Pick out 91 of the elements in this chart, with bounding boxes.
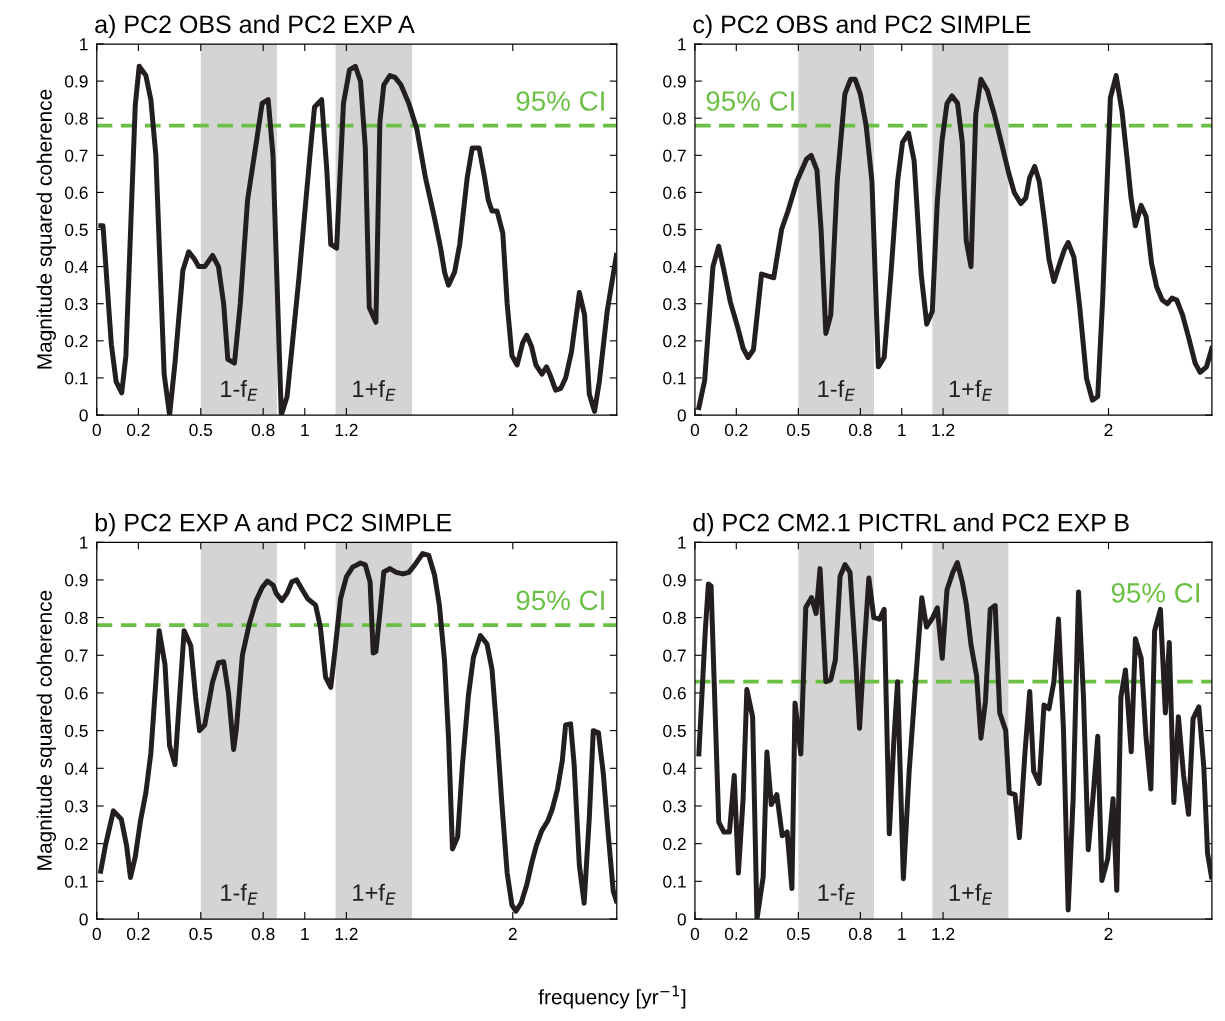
y-tick-label: 1 — [678, 536, 686, 549]
y-tick-label: 1 — [80, 536, 88, 549]
x-tick-label: 1.2 — [335, 927, 358, 940]
x-tick-label: 1 — [898, 424, 906, 436]
y-tick-label: 0.1 — [64, 372, 88, 385]
y-tick-label: 0.4 — [663, 260, 687, 274]
y-tick-label: 0.1 — [663, 875, 686, 888]
y-tick-label: 0.2 — [663, 335, 686, 348]
band-label: 1+f$_{E}$ — [949, 379, 993, 401]
x-tick-label: 0.8 — [251, 927, 275, 941]
y-tick-label: 0.7 — [663, 649, 686, 662]
y-tick-label: 0.2 — [663, 837, 686, 851]
y-axis-title: Magnitude squared coherence — [36, 590, 56, 870]
chart-title: b) PC2 EXP A and PC2 SIMPLE — [95, 513, 452, 537]
y-tick-label: 0.9 — [64, 574, 88, 587]
y-tick-label: 0.8 — [663, 611, 686, 625]
ref-line-label: 95% CI — [516, 590, 604, 611]
x-tick-label: 0.5 — [786, 423, 810, 437]
x-tick-label: 0.2 — [126, 423, 150, 437]
y-tick-label: 0.7 — [64, 649, 88, 662]
y-tick-label: 0.6 — [663, 687, 686, 700]
y-tick-label: 0.2 — [64, 335, 88, 348]
band-label: 1-f$_{E}$ — [221, 883, 258, 905]
x-tick-label: 1 — [301, 424, 309, 436]
y-tick-label: 0.7 — [64, 149, 88, 162]
band-label: 1+f$_{E}$ — [353, 883, 396, 905]
y-tick-label: 1 — [678, 38, 686, 51]
ref-line-label: 95% CI — [706, 91, 794, 111]
y-tick-label: 0.4 — [663, 762, 687, 775]
x-tick-label: 1 — [898, 927, 906, 940]
y-tick-label: 0.6 — [663, 186, 686, 199]
x-tick-label: 0.2 — [724, 423, 748, 437]
y-tick-label: 0.4 — [64, 762, 88, 775]
x-tick-label: 2 — [508, 927, 517, 940]
x-tick-label: 1.2 — [335, 423, 358, 436]
x-tick-label: 0.5 — [189, 423, 213, 437]
x-tick-label: 1.2 — [932, 423, 955, 436]
x-tick-label: 1.2 — [932, 927, 955, 940]
x-tick-label: 0.5 — [786, 927, 810, 941]
y-tick-label: 0 — [677, 409, 686, 422]
y-tick-label: 0.1 — [64, 875, 88, 888]
y-tick-label: 0.1 — [663, 372, 686, 385]
x-tick-label: 0.8 — [848, 423, 872, 437]
x-tick-label: 0.2 — [724, 927, 748, 941]
chart-title: d) PC2 CM2.1 PICTRL and PC2 EXP B — [693, 513, 1129, 537]
y-tick-label: 0.5 — [663, 223, 686, 236]
y-tick-label: 0.3 — [64, 297, 88, 311]
x-tick-label: 0 — [690, 423, 700, 437]
x-tick-label: 0.8 — [848, 927, 872, 941]
ref-line-label: 95% CI — [516, 91, 604, 111]
y-tick-label: 0.7 — [663, 149, 686, 162]
y-tick-label: 0.6 — [64, 186, 88, 199]
y-tick-label: 0.6 — [64, 687, 88, 700]
x-tick-label: 0 — [92, 423, 101, 437]
y-tick-label: 0.8 — [663, 112, 686, 125]
x-tick-label: 0.5 — [189, 927, 213, 941]
y-tick-label: 0.2 — [64, 837, 88, 851]
y-tick-label: 0.9 — [663, 75, 686, 88]
y-tick-label: 0.5 — [64, 724, 88, 738]
band-label: 1-f$_{E}$ — [221, 379, 258, 401]
y-tick-label: 0.9 — [64, 75, 88, 88]
y-tick-label: 1 — [80, 38, 88, 51]
x-tick-label: 0 — [92, 927, 101, 941]
y-axis-title: Magnitude squared coherence — [36, 89, 56, 369]
y-tick-label: 0.5 — [663, 724, 686, 738]
x-tick-label: 1 — [301, 927, 309, 940]
x-tick-label: 2 — [1104, 423, 1113, 436]
x-tick-label: 2 — [508, 423, 517, 436]
x-tick-label: 0 — [690, 927, 700, 941]
band-label: 1+f$_{E}$ — [949, 883, 993, 905]
y-tick-label: 0.8 — [64, 112, 88, 125]
x-tick-label: 0.8 — [251, 423, 275, 437]
chart-title: c) PC2 OBS and PC2 SIMPLE — [693, 14, 1031, 39]
y-tick-label: 0.3 — [663, 800, 686, 813]
chart-title: a) PC2 OBS and PC2 EXP A — [95, 14, 415, 39]
x-axis-title: frequency [yr$^{−1}$] — [538, 985, 686, 1009]
y-tick-label: 0.9 — [663, 574, 686, 587]
y-tick-label: 0 — [79, 913, 88, 926]
y-tick-label: 0.8 — [64, 611, 88, 625]
y-tick-label: 0 — [79, 409, 88, 422]
band-label: 1-f$_{E}$ — [818, 379, 855, 401]
y-tick-label: 0.4 — [64, 260, 88, 274]
y-tick-label: 0.3 — [663, 297, 686, 311]
x-tick-label: 2 — [1104, 927, 1113, 940]
y-tick-label: 0.3 — [64, 800, 88, 813]
y-tick-label: 0.5 — [64, 223, 88, 236]
y-tick-label: 0 — [677, 913, 686, 926]
x-tick-label: 0.2 — [126, 927, 150, 941]
band-label: 1-f$_{E}$ — [818, 883, 855, 905]
band-label: 1+f$_{E}$ — [353, 379, 396, 401]
ref-line-label: 95% CI — [1111, 583, 1199, 603]
